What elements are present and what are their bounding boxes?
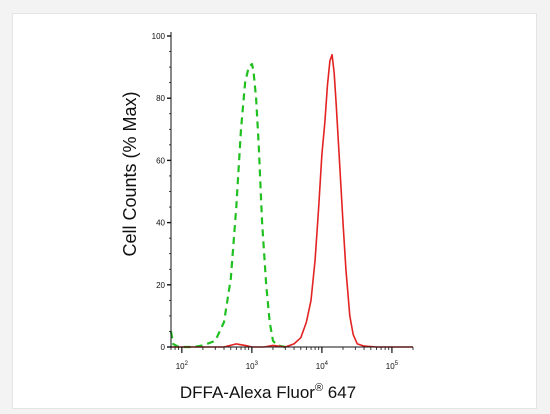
x-tick-label: 105	[386, 361, 399, 371]
x-tick-label: 102	[176, 361, 189, 371]
plot-area	[169, 53, 413, 349]
x-tick-label: 104	[316, 361, 329, 371]
chart-panel: 0 20 40 60 80 100 102 103 104 105 Cell Counts (%…	[12, 13, 537, 409]
series-line-2	[171, 53, 413, 348]
x-axis-label: DFFA-Alexa Fluor® 647	[180, 382, 356, 402]
x-axis-label-superscript: ®	[315, 382, 323, 394]
x-axis-label-suffix: 647	[323, 383, 356, 402]
y-tick-label: 100	[152, 32, 166, 41]
y-axis: 0 20 40 60 80 100	[152, 32, 172, 352]
y-tick-label: 40	[156, 219, 165, 228]
y-tick-label: 0	[161, 343, 166, 352]
y-tick-label: 20	[156, 281, 165, 290]
flow-histogram-chart: 0 20 40 60 80 100 102 103 104 105 Cell Counts (%…	[120, 32, 414, 402]
x-axis-label-main: DFFA-Alexa Fluor	[180, 383, 315, 402]
y-tick-label: 60	[156, 156, 165, 165]
y-tick-label: 80	[156, 94, 165, 103]
series-line-1	[169, 62, 286, 349]
x-axis: 102 103 104 105	[170, 346, 414, 371]
y-axis-label: Cell Counts (% Max)	[120, 91, 140, 256]
x-tick-label: 103	[246, 361, 259, 371]
